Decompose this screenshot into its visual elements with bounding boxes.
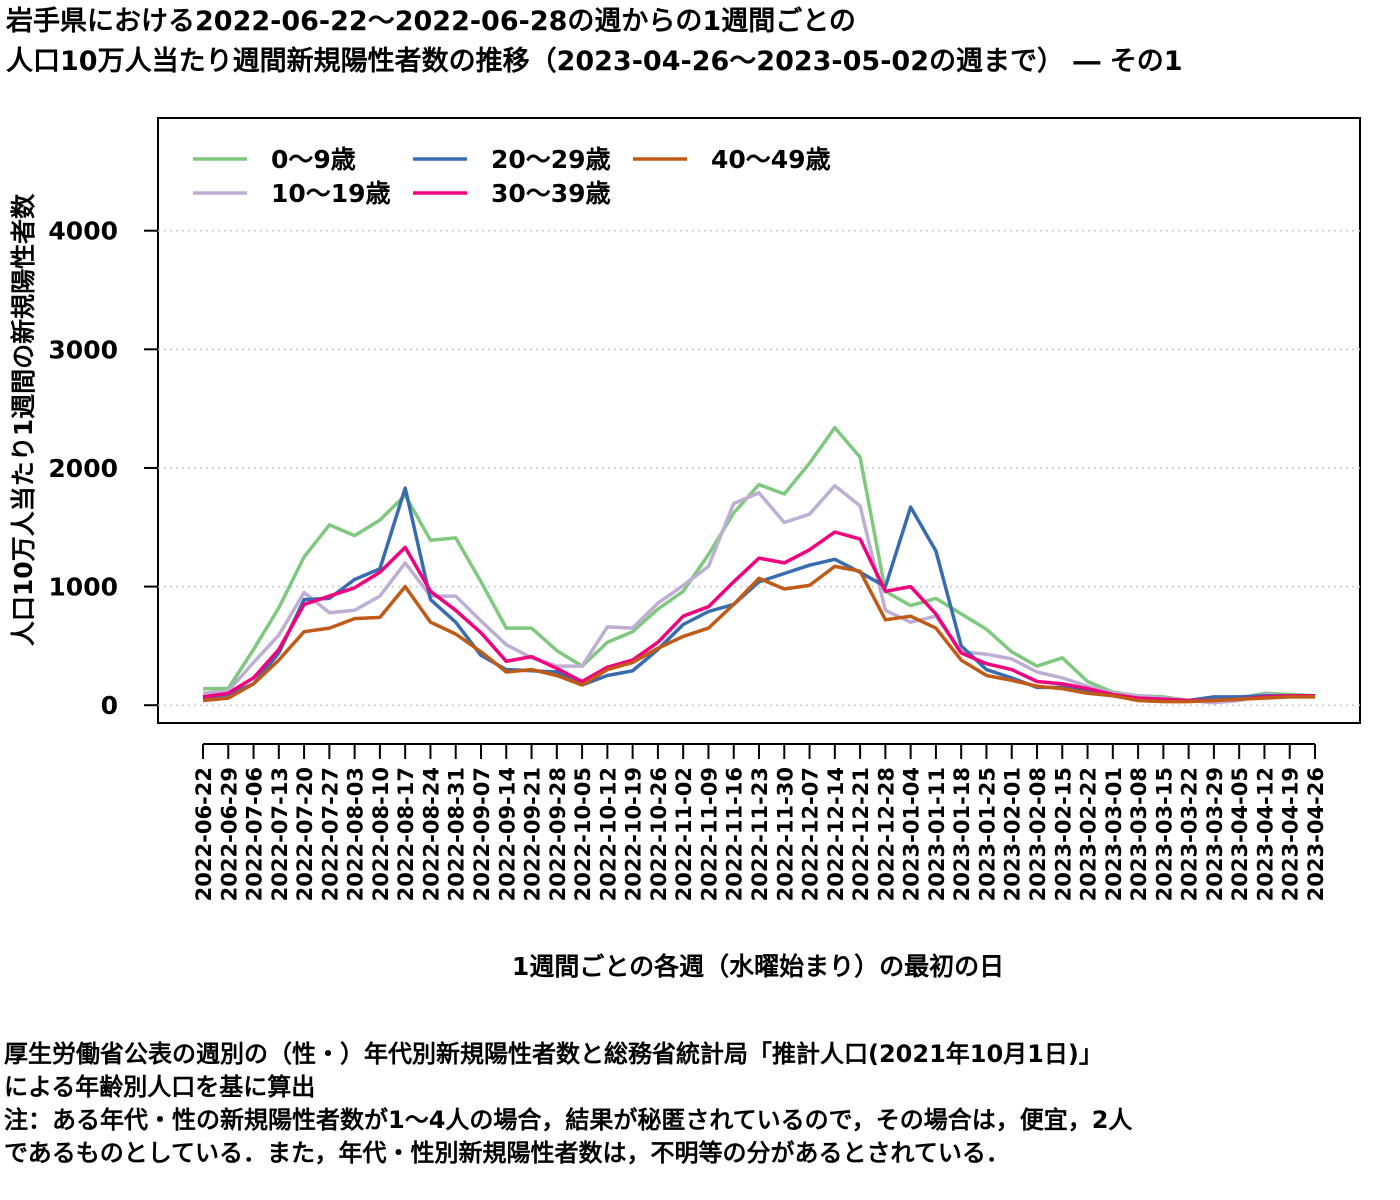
x-tick-label: 2022-07-06 (243, 767, 267, 901)
chart-title: 岩手県における2022-06-22〜2022-06-28の週からの1週間ごとの … (6, 6, 1183, 77)
x-tick-label: 2022-11-23 (748, 767, 772, 901)
x-tick-label: 2022-11-09 (697, 767, 721, 901)
x-tick-label: 2022-06-29 (217, 767, 241, 901)
x-tick-label: 2022-12-28 (874, 767, 898, 901)
x-tick-label: 2023-01-18 (950, 767, 974, 901)
y-tick-label: 1000 (48, 573, 118, 602)
x-axis: 2022-06-22 2022-06-29 2022-07-06 2022-07-13… (192, 743, 1328, 901)
x-tick-label: 2022-09-07 (470, 767, 494, 901)
x-tick-label: 2022-07-13 (268, 767, 292, 901)
x-tick-label: 2022-07-27 (318, 767, 342, 901)
series-line-5 (202, 564, 1315, 704)
x-tick-label: 2022-12-14 (824, 767, 848, 901)
x-tick-label: 2023-04-12 (1253, 767, 1277, 901)
x-tick-label: 2023-02-15 (1051, 767, 1075, 901)
x-tick-label: 2023-01-25 (975, 767, 999, 901)
legend-label-3: 20〜29歳 (491, 145, 611, 174)
series-lines (202, 425, 1316, 705)
x-tick-label: 2023-04-05 (1228, 767, 1252, 901)
x-tick-label: 2023-04-19 (1279, 767, 1303, 901)
y-axis-label: 人口10万人当たり1週間の新規陽性者数 (9, 193, 38, 646)
plot-frame (157, 117, 1361, 724)
x-tick-label: 2022-10-12 (596, 767, 620, 901)
legend-label-5: 40〜49歳 (711, 145, 831, 174)
series-line-4 (202, 530, 1315, 703)
x-tick-label: 2022-11-30 (773, 767, 797, 901)
x-tick-label: 2022-08-03 (344, 767, 368, 901)
y-axis: 0 1000 2000 3000 4000 (48, 217, 158, 720)
x-tick-label: 2023-03-08 (1127, 767, 1151, 901)
x-tick-label: 2023-03-22 (1178, 767, 1202, 901)
x-tick-label: 2022-10-05 (571, 767, 595, 901)
x-tick-label: 2023-01-04 (900, 767, 924, 901)
x-tick-label: 2022-11-16 (723, 767, 747, 901)
legend-label-1: 0〜9歳 (271, 145, 356, 174)
x-tick-label: 2023-03-29 (1203, 767, 1227, 901)
y-tick-label: 0 (101, 691, 118, 720)
x-tick-label: 2022-12-21 (849, 767, 873, 901)
x-tick-label: 2022-11-02 (672, 767, 696, 901)
x-tick-label: 2022-12-07 (799, 767, 823, 901)
x-tick-label: 2022-09-21 (521, 767, 545, 901)
legend-label-2: 10〜19歳 (271, 179, 391, 208)
gridlines (158, 229, 1360, 706)
x-tick-label: 2022-08-24 (419, 767, 443, 901)
x-tick-label: 2023-03-01 (1102, 767, 1126, 901)
legend: 0〜9歳 10〜19歳 20〜29歳 30〜39歳 40〜49歳 (193, 145, 831, 208)
x-tick-label: 2022-09-14 (495, 767, 519, 901)
y-tick-label: 2000 (48, 454, 118, 483)
x-tick-label: 2022-10-26 (647, 767, 671, 901)
x-tick-label: 2023-02-01 (1001, 767, 1025, 901)
legend-label-4: 30〜39歳 (491, 179, 611, 208)
y-tick-label: 4000 (48, 217, 118, 246)
x-tick-label: 2022-07-20 (293, 767, 317, 901)
x-tick-label: 2022-10-19 (622, 767, 646, 901)
x-tick-label: 2022-08-10 (369, 767, 393, 901)
x-tick-label: 2023-03-15 (1152, 767, 1176, 901)
x-tick-label: 2022-06-22 (192, 767, 216, 901)
x-axis-label: 1週間ごとの各週（水曜始まり）の最初の日 (512, 952, 1004, 981)
x-tick-label: 2023-01-11 (925, 767, 949, 901)
x-tick-label: 2023-02-08 (1026, 767, 1050, 901)
x-tick-label: 2023-04-26 (1304, 767, 1328, 901)
x-tick-label: 2022-09-28 (546, 767, 570, 901)
x-tick-label: 2023-02-22 (1077, 767, 1101, 901)
series-line-3 (202, 486, 1315, 703)
source-notes: 厚生労働省公表の週別の（性・）年代別新規陽性者数と総務省統計局「推計人口(202… (4, 1040, 1133, 1167)
x-tick-label: 2022-08-31 (445, 767, 469, 901)
series-line-2 (202, 483, 1315, 705)
x-tick-label: 2022-08-17 (394, 767, 418, 901)
y-tick-label: 3000 (48, 335, 118, 364)
